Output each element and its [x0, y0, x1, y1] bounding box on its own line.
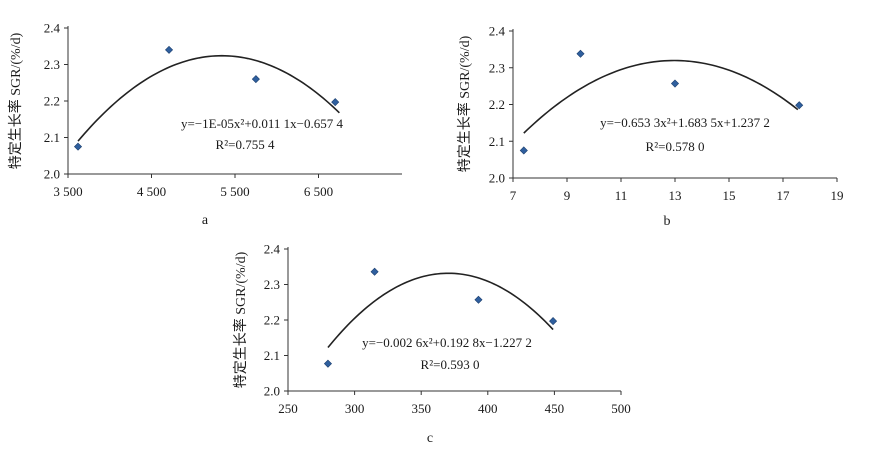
data-point [474, 295, 483, 304]
x-tick-label: 11 [615, 188, 628, 203]
panel-label: a [202, 213, 209, 228]
x-tick-label: 19 [831, 188, 844, 203]
x-tick-label: 4 500 [137, 184, 166, 199]
data-point [370, 267, 379, 276]
trend-curve [77, 54, 340, 142]
data-point [795, 101, 804, 110]
y-tick-label: 2.1 [264, 348, 280, 363]
y-tick-label: 2.3 [44, 57, 60, 72]
x-tick-label: 500 [611, 401, 631, 416]
fit-equation: y=−1E-05x²+0.011 1x−0.657 4 [181, 116, 344, 131]
x-tick-label: 17 [777, 188, 791, 203]
x-tick-label: 450 [545, 401, 565, 416]
data-point [549, 317, 558, 326]
y-tick-label: 2.2 [489, 97, 505, 112]
r-squared: R²=0.593 0 [421, 357, 480, 372]
chart-panel-c: 2.0 2.1 2.2 2.3 2.4 250 300 350 400 450 500 特定生长率 S… [232, 242, 631, 447]
x-tick-label: 15 [723, 188, 736, 203]
x-tick-label: 250 [278, 401, 298, 416]
data-point [331, 98, 340, 107]
y-tick-label: 2.4 [44, 21, 61, 36]
data-point [670, 79, 680, 88]
data-point [165, 45, 174, 54]
x-tick-label: 7 [510, 188, 517, 203]
x-tick-label: 300 [345, 401, 365, 416]
y-tick-label: 2.4 [489, 24, 506, 39]
trend-curve [523, 59, 799, 134]
panel-label: b [664, 214, 671, 229]
fit-equation: y=−0.653 3x²+1.683 5x+1.237 2 [600, 115, 770, 130]
data-point [576, 49, 585, 58]
fit-equation: y=−0.002 6x²+0.192 8x−1.227 2 [362, 335, 532, 350]
y-tick-label: 2.2 [264, 313, 280, 328]
y-tick-label: 2.4 [264, 242, 281, 257]
data-point [251, 75, 260, 84]
chart-panel-b: 2.0 2.1 2.2 2.3 2.4 7 9 11 13 15 17 19 特定生长率 SGR/(%/… [456, 24, 844, 230]
x-tick-label: 400 [478, 401, 498, 416]
y-tick-label: 2.0 [489, 171, 505, 186]
y-tick-label: 2.0 [264, 384, 280, 399]
y-axis-label: 特定生长率 SGR/(%/d) [232, 251, 249, 388]
data-point [73, 142, 83, 151]
y-tick-label: 2.1 [489, 134, 505, 149]
x-tick-label: 3 500 [53, 184, 82, 199]
trend-curve [327, 272, 554, 349]
y-tick-label: 2.2 [44, 94, 60, 109]
data-point [519, 146, 528, 155]
y-tick-label: 2.3 [264, 277, 280, 292]
chart-panel-a: 2.0 2.1 2.2 2.3 2.4 3 500 4 500 5 500 6 500 特定生长率… [7, 21, 402, 228]
x-tick-label: 5 500 [220, 184, 249, 199]
y-axis-label: 特定生长率 SGR/(%/d) [456, 35, 473, 172]
x-tick-label: 6 500 [304, 184, 333, 199]
y-tick-label: 2.1 [44, 130, 60, 145]
panel-label: c [427, 431, 433, 446]
y-tick-label: 2.3 [489, 60, 505, 75]
y-axis-label: 特定生长率 SGR/(%/d) [7, 32, 24, 169]
x-tick-label: 350 [411, 401, 431, 416]
r-squared: R²=0.578 0 [646, 139, 705, 154]
x-tick-label: 9 [564, 188, 571, 203]
y-tick-label: 2.0 [44, 167, 60, 182]
r-squared: R²=0.755 4 [216, 137, 275, 152]
data-point [323, 359, 332, 368]
x-tick-label: 13 [669, 188, 682, 203]
